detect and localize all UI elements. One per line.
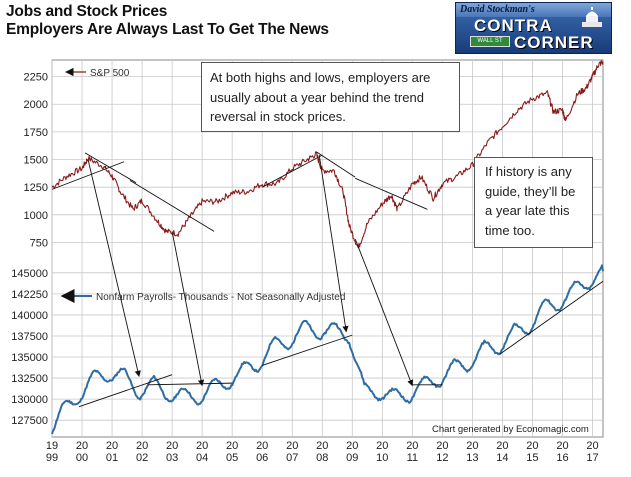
payrolls-y-tick-label: 140000 <box>11 310 48 322</box>
payrolls-y-tick-label: 145000 <box>11 268 48 280</box>
payrolls-trend-line <box>499 280 604 355</box>
logo-word-contra: CONTRA <box>474 16 553 35</box>
x-tick-label-century: 20 <box>136 440 148 452</box>
sp500-y-tick-label: 1000 <box>24 210 48 222</box>
x-tick-label-century: 20 <box>316 440 328 452</box>
lead-lag-arrow <box>171 231 205 387</box>
x-tick-label-year: 13 <box>466 452 478 464</box>
x-tick-label-year: 09 <box>346 452 358 464</box>
x-tick-label-century: 20 <box>376 440 388 452</box>
x-tick-label-century: 20 <box>166 440 178 452</box>
x-tick-label-year: 99 <box>46 452 58 464</box>
x-tick-label-century: 20 <box>256 440 268 452</box>
sp500-legend-label: S&P 500 <box>90 68 130 79</box>
sp500-y-tick-label: 750 <box>30 237 48 249</box>
sp500-trend-line <box>261 154 323 188</box>
sp500-y-tick-label: 1250 <box>24 182 48 194</box>
x-tick-label-year: 05 <box>226 452 238 464</box>
annotation-box-top: At both highs and lows, employers are us… <box>201 62 460 132</box>
x-tick-label-year: 03 <box>166 452 178 464</box>
x-tick-label-century: 20 <box>406 440 418 452</box>
logo-street-sign: WALL ST <box>470 36 510 47</box>
payrolls-y-tick-label: 130000 <box>11 394 48 406</box>
x-tick-label-year: 06 <box>256 452 268 464</box>
x-tick-label-century: 20 <box>586 440 598 452</box>
sp500-y-tick-label: 2000 <box>24 99 48 111</box>
sp500-trend-line <box>51 161 125 190</box>
x-tick-label-year: 11 <box>407 452 418 464</box>
x-tick-label-year: 12 <box>436 452 448 464</box>
x-tick-label-year: 01 <box>106 452 118 464</box>
payrolls-trend-line <box>148 382 233 386</box>
x-tick-label-year: 04 <box>196 452 208 464</box>
x-tick-label-year: 14 <box>496 452 508 464</box>
payrolls-y-tick-label: 135000 <box>11 352 48 364</box>
x-tick-label-year: 10 <box>376 452 388 464</box>
logo-sky <box>456 3 611 17</box>
x-tick-label-century: 20 <box>196 440 208 452</box>
annotation-box-right: If history is any guide, they’ll be a ye… <box>474 157 593 248</box>
x-tick-label-year: 17 <box>586 452 598 464</box>
sp500-trend-line <box>315 151 356 178</box>
lead-lag-arrow <box>354 238 414 387</box>
x-tick-label-year: 07 <box>286 452 298 464</box>
logo-top-text: David Stockman's <box>460 4 535 15</box>
x-tick-label-century: 20 <box>556 440 568 452</box>
payrolls-series-line <box>51 264 604 435</box>
sp500-y-tick-label: 2250 <box>24 72 48 84</box>
x-tick-label-year: 00 <box>76 452 88 464</box>
logo-word-corner: CORNER <box>514 33 594 52</box>
annotation-text-right: If history is any guide, they’ll be a ye… <box>485 164 576 238</box>
x-tick-label-century: 20 <box>526 440 538 452</box>
x-tick-label-century: 20 <box>226 440 238 452</box>
sp500-y-tick-label: 1750 <box>24 127 48 139</box>
sp500-trend-line <box>355 177 428 210</box>
sp500-trend-line <box>84 152 137 184</box>
x-tick-label-century: 20 <box>436 440 448 452</box>
x-tick-label-century: 20 <box>466 440 478 452</box>
x-tick-label-century: 20 <box>76 440 88 452</box>
sp500-y-tick-label: 1500 <box>24 155 48 167</box>
payrolls-y-tick-label: 142250 <box>11 289 48 301</box>
annotation-text-top: At both highs and lows, employers are us… <box>210 70 431 124</box>
sp500-trend-line <box>129 180 215 232</box>
chart-credit: Chart generated by Economagic.com <box>432 424 589 435</box>
sp500-series-line <box>51 60 604 249</box>
payrolls-trend-line <box>78 374 173 408</box>
x-tick-label-century: 20 <box>106 440 118 452</box>
x-tick-label-century: 20 <box>496 440 508 452</box>
x-tick-label-year: 08 <box>316 452 328 464</box>
payrolls-y-tick-label: 137500 <box>11 331 48 343</box>
payrolls-trend-line <box>262 334 353 366</box>
capitol-dome-icon <box>582 7 602 27</box>
chart-title: Jobs and Stock Prices <box>6 3 168 20</box>
x-tick-label-century: 20 <box>286 440 298 452</box>
x-tick-label-year: 16 <box>556 452 568 464</box>
x-tick-label-century: 20 <box>346 440 358 452</box>
payrolls-y-tick-label: 132500 <box>11 373 48 385</box>
lead-lag-arrow <box>318 155 349 333</box>
payrolls-y-tick-label: 127500 <box>11 415 48 427</box>
contra-corner-logo: David Stockman's CONTRA WALL ST CORNER <box>455 2 612 54</box>
x-tick-label-year: 15 <box>526 452 538 464</box>
lead-lag-arrow <box>87 159 141 377</box>
x-tick-label-year: 02 <box>136 452 148 464</box>
payrolls-legend-label: Nonfarm Payrolls- Thousands - Not Season… <box>96 292 345 303</box>
x-tick-label-century: 19 <box>46 440 58 452</box>
chart-subtitle: Employers Are Always Last To Get The New… <box>6 21 329 38</box>
